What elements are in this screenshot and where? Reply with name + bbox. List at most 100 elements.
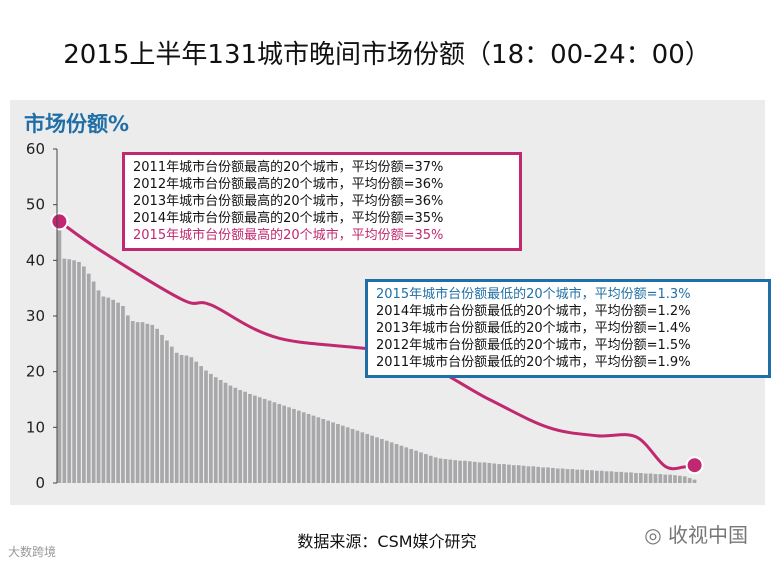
bar <box>375 437 379 483</box>
bar <box>194 361 199 483</box>
bar <box>370 435 374 483</box>
bar <box>521 465 526 483</box>
bar <box>248 393 252 483</box>
bar <box>301 412 306 483</box>
bar <box>169 346 174 483</box>
bar <box>380 439 384 483</box>
bar <box>311 415 316 483</box>
bar <box>663 474 668 483</box>
bar <box>106 297 111 483</box>
bar <box>306 413 311 483</box>
top-cities-row: 2014年城市台份额最高的20个城市，平均份额=35% <box>133 211 444 226</box>
top-cities-row: 2012年城市台份额最高的20个城市，平均份额=36% <box>133 177 444 192</box>
bar <box>57 218 62 483</box>
bar <box>458 460 462 483</box>
bar <box>384 440 389 483</box>
bar <box>419 452 423 483</box>
top-cities-row: 2013年城市台份额最高的20个城市，平均份额=36% <box>133 194 444 209</box>
bar <box>638 472 643 483</box>
bar <box>340 425 345 483</box>
bar <box>150 324 155 483</box>
bar <box>213 377 218 483</box>
bar <box>189 357 194 483</box>
bar <box>262 398 267 483</box>
bar <box>414 450 418 483</box>
bar <box>570 469 575 483</box>
bar <box>326 420 330 483</box>
curve-endpoint-dot <box>685 456 704 475</box>
y-tick-label: 60 <box>26 140 45 158</box>
bar <box>355 430 360 483</box>
bar <box>101 296 106 483</box>
bar <box>209 373 213 483</box>
bottom-cities-row: 2012年城市台份额最低的20个城市，平均份额=1.5% <box>376 338 691 353</box>
y-axis-ticks: 0 10 20 30 40 50 60 <box>26 140 57 492</box>
bar <box>140 322 145 483</box>
bar <box>292 408 296 483</box>
bar <box>516 465 521 483</box>
bar <box>218 380 223 483</box>
bar <box>511 465 516 483</box>
bar <box>599 470 604 483</box>
bar <box>492 463 497 483</box>
y-tick-label: 20 <box>26 363 45 381</box>
bar <box>541 467 545 483</box>
bar <box>345 427 350 483</box>
bar <box>448 459 453 483</box>
bar <box>223 382 228 483</box>
bar <box>253 395 257 483</box>
bar <box>179 354 184 483</box>
bar <box>199 366 203 483</box>
bar <box>184 355 189 483</box>
bar <box>467 461 472 483</box>
bar <box>443 459 448 483</box>
bottom-cities-box: 2015年城市台份额最低的20个城市，平均份额=1.3% 2014年城市台份额最… <box>365 279 771 378</box>
bar <box>585 470 589 483</box>
bar <box>121 305 125 483</box>
bar <box>629 472 633 483</box>
curve-endpoint-dot <box>50 212 69 231</box>
bar <box>67 259 72 483</box>
bar <box>277 403 282 483</box>
bar <box>233 387 238 483</box>
bar <box>321 418 326 483</box>
bar <box>692 479 697 483</box>
bar <box>502 464 506 483</box>
bar <box>682 476 687 483</box>
chart-title: 2015上半年131城市晚间市场份额（18：00-24：00） <box>63 40 711 70</box>
bar <box>228 385 233 483</box>
bottom-cities-row: 2013年城市台份额最低的20个城市，平均份额=1.4% <box>376 321 691 336</box>
curve-endpoints <box>50 212 704 475</box>
bar <box>658 474 663 483</box>
bar <box>595 470 599 483</box>
bar <box>160 334 164 483</box>
bar <box>463 460 467 483</box>
bar <box>668 474 672 483</box>
bar <box>243 391 247 483</box>
bar <box>399 445 404 483</box>
bar <box>648 473 653 483</box>
bottom-cities-row: 2011年城市台份额最低的20个城市，平均份额=1.9% <box>376 355 691 370</box>
bar <box>614 471 619 483</box>
bar <box>86 273 91 483</box>
bar <box>590 470 594 483</box>
data-source: 数据来源：CSM媒介研究 <box>297 532 477 551</box>
bar <box>126 315 130 483</box>
bar <box>389 442 394 483</box>
bar <box>145 323 150 483</box>
bar <box>526 466 531 483</box>
bar <box>678 475 682 483</box>
bar <box>687 477 692 483</box>
watermark-text: 收视中国 <box>668 523 748 547</box>
bar <box>551 467 555 483</box>
top-cities-row: 2011年城市台份额最高的20个城市，平均份额=37% <box>133 160 444 175</box>
bar <box>560 468 565 483</box>
bar <box>111 299 116 483</box>
bar <box>365 434 370 483</box>
bar <box>575 469 580 483</box>
bar <box>62 258 67 483</box>
y-tick-label: 0 <box>35 474 45 492</box>
bar <box>565 469 570 483</box>
bar <box>453 460 458 483</box>
